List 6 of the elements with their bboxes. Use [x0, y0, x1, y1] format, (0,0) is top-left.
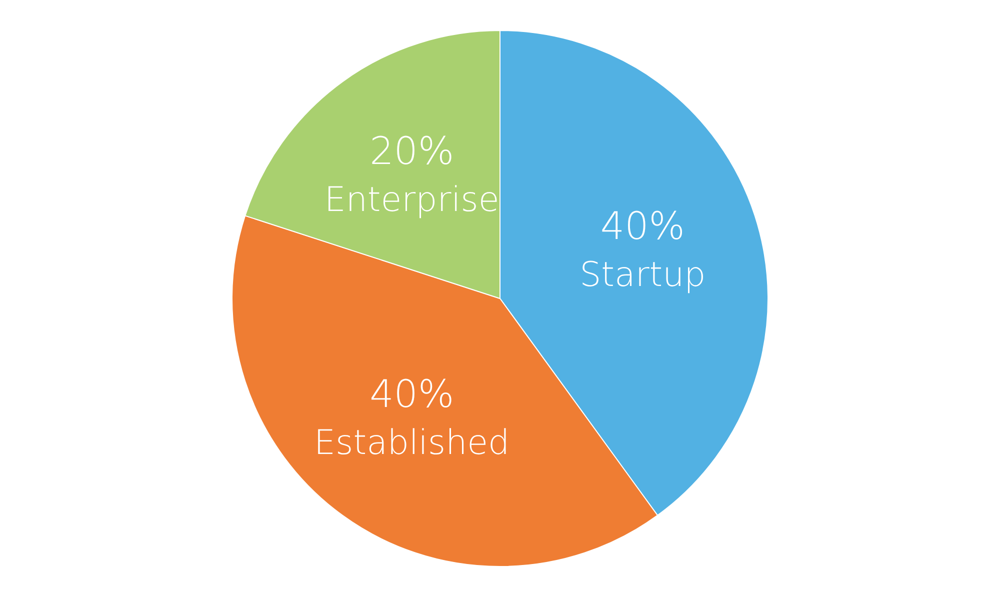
data-label: 40%: [370, 372, 454, 416]
data-label: 20%: [370, 129, 454, 174]
slice-label: Startup: [580, 255, 706, 296]
slice-label: Enterprise: [324, 180, 500, 220]
data-label: 40%: [600, 204, 685, 248]
slice-label: Established: [314, 422, 510, 463]
